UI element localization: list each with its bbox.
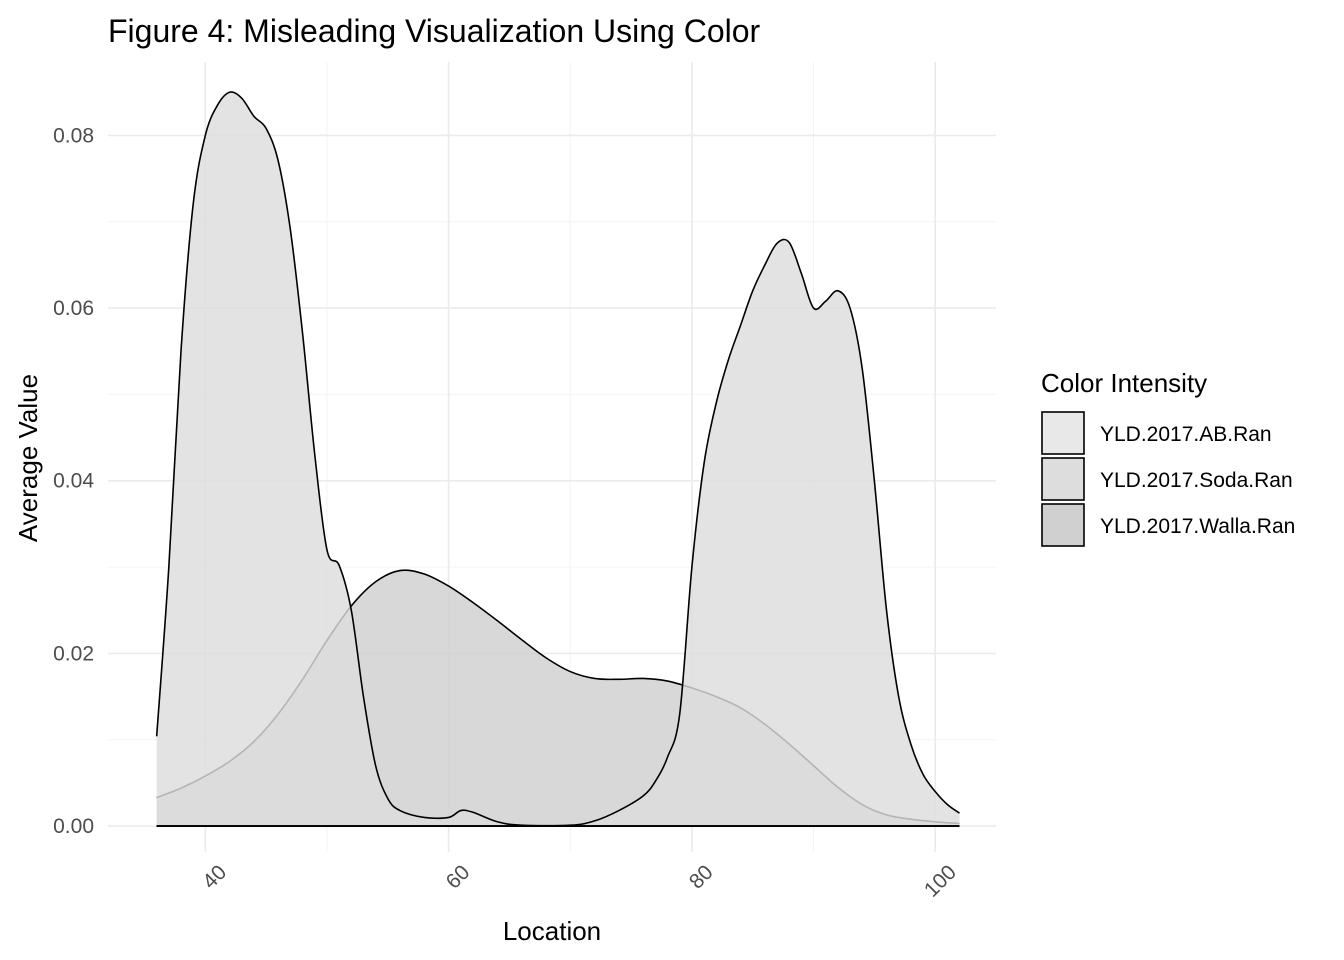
x-tick-label: 80 [685,861,718,894]
y-tick-label: 0.02 [53,642,94,665]
legend-items: YLD.2017.AB.Ran YLD.2017.Soda.Ran YLD.2017… [1041,411,1295,547]
y-tick-label: 0.04 [53,470,94,493]
legend: Color Intensity YLD.2017.AB.RanYLD.2017.… [1041,368,1295,547]
area-yld-2017-soda-ran [156,91,960,827]
legend-title: Color Intensity [1041,368,1207,398]
x-tick-label: 100 [920,861,961,902]
x-axis-title: Location [503,916,601,946]
density-line-yld-2017-soda-ran [155,91,960,827]
legend-label-yld-2017-walla-ran: YLD.2017.Walla.Ran [1100,515,1295,538]
legend-key-yld-2017-soda-ran [1041,457,1085,501]
x-tick-label: 60 [442,861,475,894]
legend-key-yld-2017-walla-ran [1041,503,1085,547]
y-axis-title: Average Value [13,374,43,542]
density-areas [155,91,960,827]
y-tick-label: 0.06 [53,297,94,320]
chart-title: Figure 4: Misleading Visualization Using… [108,13,761,49]
legend-key-yld-2017-ab-ran [1041,411,1085,455]
legend-label-yld-2017-soda-ran: YLD.2017.Soda.Ran [1100,469,1293,492]
y-tick-label: 0.08 [53,124,94,147]
legend-label-yld-2017-ab-ran: YLD.2017.AB.Ran [1100,423,1272,446]
x-tick-label: 40 [198,861,231,894]
y-tick-label: 0.00 [53,815,94,838]
